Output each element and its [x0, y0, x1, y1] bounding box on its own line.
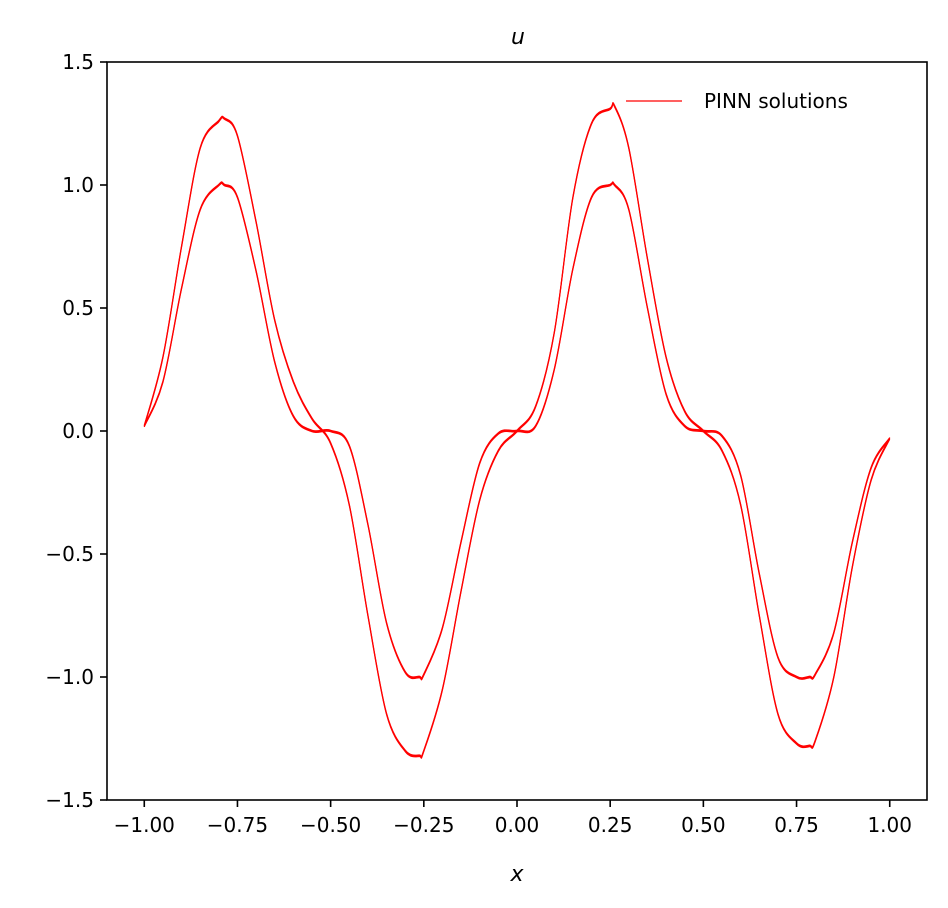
x-tick-label: 0.50 — [681, 813, 726, 837]
x-tick-label: −0.50 — [300, 813, 361, 837]
x-tick-label: 0.00 — [495, 813, 540, 837]
x-axis-title: x — [509, 862, 524, 887]
y-tick-label: −0.5 — [45, 542, 94, 566]
x-tick-label: −0.25 — [393, 813, 454, 837]
x-tick-label: 0.25 — [588, 813, 633, 837]
y-axis-ticks: −1.5 −1.0 −0.5 0.0 0.5 1.0 1.5 — [45, 50, 107, 812]
chart-title: u — [511, 25, 525, 50]
x-axis-ticks: −1.00 −0.75 −0.50 −0.25 0.00 0.25 0.50 0.75 1.00 — [114, 800, 912, 837]
x-tick-label: 1.00 — [867, 813, 912, 837]
y-tick-label: −1.5 — [45, 788, 94, 812]
x-tick-label: −0.75 — [207, 813, 268, 837]
y-tick-label: −1.0 — [45, 665, 94, 689]
x-tick-label: 0.75 — [774, 813, 819, 837]
series-layer — [143, 102, 891, 759]
y-tick-label: 0.0 — [62, 419, 94, 443]
series-line-pinn-solution-2-overlap — [143, 181, 891, 679]
y-tick-label: 1.0 — [62, 173, 94, 197]
series-line-pinn-solution-2 — [143, 182, 891, 680]
legend-label-pinn-solutions: PINN solutions — [704, 89, 848, 113]
series-line-pinn-solution-2-overlap — [143, 182, 891, 681]
x-tick-label: −1.00 — [114, 813, 175, 837]
legend: PINN solutions — [626, 89, 848, 113]
y-tick-label: 1.5 — [62, 50, 94, 74]
y-tick-label: 0.5 — [62, 296, 94, 320]
